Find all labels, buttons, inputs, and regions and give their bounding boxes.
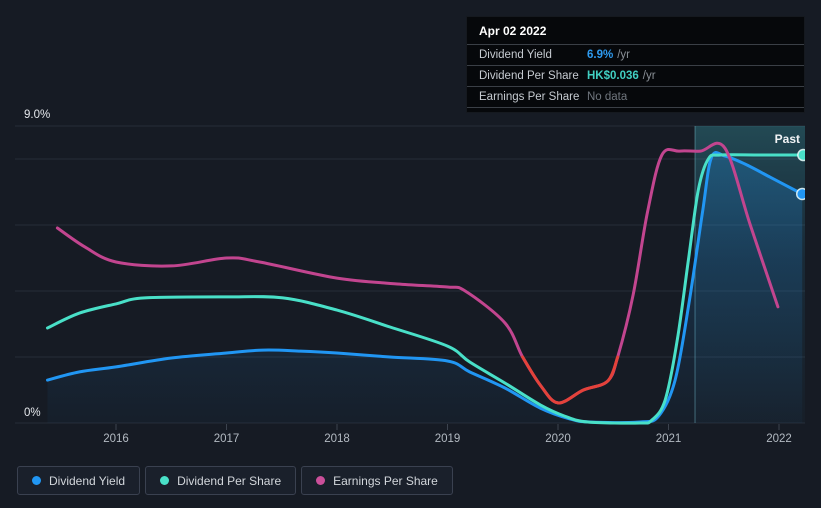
- x-tick-label: 2019: [435, 433, 461, 445]
- x-tick-label: 2021: [656, 433, 682, 445]
- legend-label: Earnings Per Share: [333, 473, 438, 488]
- y-axis-zero-label: 0%: [24, 407, 41, 419]
- chart-tooltip: Apr 02 2022 Dividend Yield 6.9% /yr Divi…: [466, 16, 805, 113]
- series-group: [46, 141, 805, 425]
- tooltip-row-dividend-per-share: Dividend Per Share HK$0.036 /yr: [467, 65, 804, 86]
- tooltip-row-dividend-yield: Dividend Yield 6.9% /yr: [467, 44, 804, 65]
- tooltip-label: Dividend Per Share: [479, 70, 579, 82]
- legend-label: Dividend Yield: [49, 473, 126, 488]
- past-label: Past: [775, 132, 800, 146]
- dividend-yield-end-dot: [795, 187, 805, 201]
- x-tick-label: 2017: [214, 433, 240, 445]
- tooltip-value: No data: [587, 91, 628, 103]
- tooltip-value: HK$0.036: [587, 70, 639, 82]
- tooltip-label: Dividend Yield: [479, 49, 552, 61]
- earnings-per-share-negative-segment: [521, 355, 620, 405]
- tooltip-date: Apr 02 2022: [479, 24, 547, 38]
- tooltip-label: Earnings Per Share: [479, 91, 580, 103]
- dividend-yield-area: [47, 152, 803, 423]
- legend-item-dividend-yield[interactable]: Dividend Yield: [17, 466, 141, 495]
- y-axis-top-label: 9.0%: [24, 109, 50, 121]
- tooltip-unit: /yr: [617, 49, 630, 61]
- x-tick-label: 2018: [324, 433, 350, 445]
- tooltip-row-earnings-per-share: Earnings Per Share No data: [467, 86, 804, 107]
- legend-item-dividend-per-share[interactable]: Dividend Per Share: [145, 466, 297, 495]
- dividend-per-share-dot-icon: [160, 476, 170, 485]
- x-tick-label: 2020: [545, 433, 571, 445]
- chart-legend: Dividend Yield Dividend Per Share Earnin…: [17, 466, 453, 495]
- x-tick-label: 2022: [766, 433, 792, 445]
- tooltip-value: 6.9%: [587, 49, 614, 61]
- dividend-yield-dot-icon: [32, 476, 41, 485]
- legend-label: Dividend Per Share: [177, 473, 282, 488]
- legend-item-earnings-per-share[interactable]: Earnings Per Share: [301, 466, 453, 495]
- dividend-per-share-end-dot: [797, 148, 805, 162]
- tooltip-unit: /yr: [642, 70, 656, 82]
- x-tick-label: 2016: [103, 433, 129, 445]
- earnings-per-share-dot-icon: [316, 476, 326, 485]
- tooltip-footer-divider: [467, 107, 804, 112]
- dividend-per-share-line: [46, 153, 805, 425]
